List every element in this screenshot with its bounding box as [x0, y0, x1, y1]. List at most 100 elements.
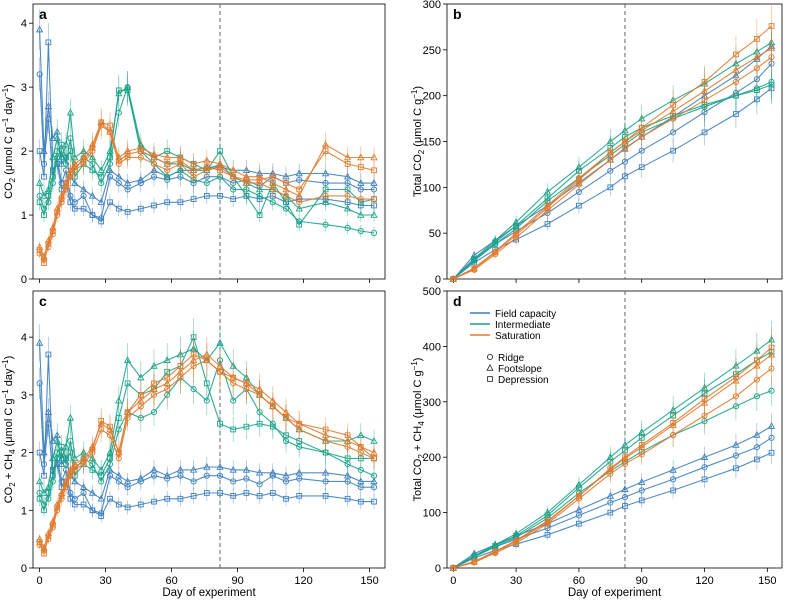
data-point: [115, 87, 122, 94]
data-point: [243, 380, 250, 387]
series-line: [452, 42, 772, 280]
data-point: [80, 205, 87, 212]
y-tick-label: 300: [423, 397, 441, 409]
data-point: [622, 454, 628, 461]
data-point: [343, 204, 352, 212]
data-point: [638, 442, 645, 448]
plot-frame: [446, 3, 783, 280]
data-point: [370, 229, 378, 237]
data-point: [371, 455, 377, 462]
x-tick-label: 30: [99, 575, 111, 587]
legend-position-label: Depression: [498, 375, 549, 386]
data-point: [124, 208, 131, 215]
y-axis-label-part: CO: [3, 486, 15, 503]
data-point: [41, 472, 47, 479]
data-point: [49, 472, 56, 479]
panel-letter: b: [453, 6, 462, 22]
data-point: [97, 198, 105, 206]
data-point: [256, 493, 263, 499]
data-point: [283, 432, 289, 439]
data-point: [754, 357, 760, 364]
data-point: [296, 493, 303, 499]
y-axis-label: Total CO2 (μmol C g−1): [410, 86, 426, 197]
data-point: [701, 129, 708, 136]
series-SA-Depression: [36, 108, 377, 267]
data-point: [450, 276, 457, 282]
data-point: [44, 102, 53, 110]
data-point: [768, 81, 775, 88]
x-axis-title-right: Day of experiment: [568, 587, 662, 599]
data-point: [107, 154, 113, 161]
data-point: [45, 351, 52, 358]
data-point: [768, 344, 775, 351]
legend-moisture-label: Saturation: [495, 331, 541, 342]
data-point: [98, 119, 105, 126]
data-point: [344, 432, 351, 439]
data-point: [124, 504, 131, 511]
x-tick-label: 60: [165, 575, 177, 587]
data-point: [283, 495, 289, 502]
data-point: [471, 256, 478, 263]
panel-d: 0 100 200 300 400 500 0 30 60 90 120 150 d Total CO2 …: [410, 286, 783, 587]
data-point: [217, 368, 223, 375]
data-point: [115, 205, 122, 212]
y-axis-label-part: 4: [417, 421, 426, 426]
data-point: [190, 351, 197, 358]
series-line: [453, 347, 772, 569]
data-point: [576, 202, 582, 209]
y-axis-label-part: 2: [417, 149, 426, 154]
data-point: [36, 199, 43, 206]
data-point: [575, 505, 583, 513]
y-tick-label: 4: [21, 18, 27, 30]
x-tick-label: 90: [636, 575, 648, 587]
data-point: [322, 221, 329, 228]
data-point: [622, 503, 628, 509]
data-point: [243, 423, 250, 430]
data-point: [269, 173, 276, 180]
data-point: [107, 122, 113, 129]
data-point: [123, 179, 132, 186]
data-point: [269, 468, 277, 476]
data-point: [124, 409, 131, 416]
data-point: [36, 71, 43, 78]
y-axis-label-part: ): [412, 358, 424, 362]
data-point: [229, 465, 237, 473]
data-point: [63, 481, 69, 488]
y-axis-label-part: ): [412, 86, 424, 90]
data-point: [164, 199, 171, 206]
data-point: [733, 111, 739, 117]
data-point: [296, 420, 303, 427]
data-point: [58, 196, 65, 202]
data-point: [190, 493, 197, 499]
data-point: [89, 212, 96, 218]
data-point: [49, 228, 56, 234]
data-point: [177, 157, 184, 164]
data-point: [269, 403, 276, 410]
data-point: [45, 533, 52, 540]
data-point: [357, 498, 364, 505]
x-tick-label: 90: [231, 575, 243, 587]
legend-marker-triangle: [486, 363, 494, 371]
data-point: [124, 87, 131, 94]
data-point: [151, 154, 157, 161]
data-point: [471, 266, 478, 272]
data-point: [607, 184, 614, 191]
series-SA-Depression: [36, 336, 377, 558]
y-axis-label-part: (μmol C g: [3, 398, 15, 449]
data-point: [115, 172, 123, 180]
data-point: [670, 487, 676, 494]
legend-moisture-label: Intermediate: [495, 320, 551, 331]
data-point: [44, 408, 53, 415]
data-point: [754, 35, 760, 42]
data-point: [107, 423, 113, 430]
series-FC-Depression: [450, 72, 775, 282]
data-point: [36, 539, 43, 545]
data-point: [700, 453, 709, 460]
data-point: [89, 467, 96, 473]
y-tick-label: 150: [423, 137, 441, 149]
data-point: [295, 169, 303, 177]
data-point: [243, 193, 250, 199]
plot-frame: [32, 3, 386, 280]
data-point: [321, 468, 330, 476]
